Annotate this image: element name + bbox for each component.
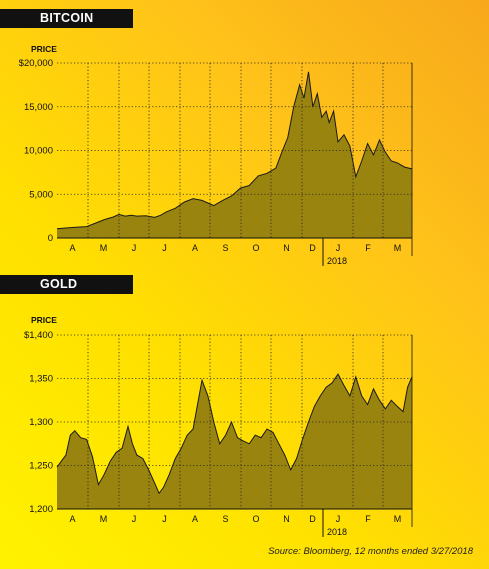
bitcoin-ytick-label: 10,000 (24, 146, 53, 157)
bitcoin-area (57, 71, 412, 238)
gold-month-label: M (394, 514, 402, 524)
gold-month-label: A (69, 514, 75, 524)
gold-ytick-label: 1,350 (29, 374, 53, 385)
bitcoin-ylabel: PRICE (31, 44, 57, 54)
bitcoin-chart: PRICE 0 5,000 10,000 15,000 $20,000 2018 A M J J A S… (19, 44, 413, 266)
bitcoin-series-line (56, 71, 413, 230)
gold-month-label: J (336, 514, 341, 524)
gold-month-label: D (309, 514, 316, 524)
bitcoin-month-label: D (309, 243, 316, 253)
gold-month-label: J (162, 514, 167, 524)
bitcoin-month-label: A (69, 243, 75, 253)
gold-month-label: A (192, 514, 198, 524)
bitcoin-year-label: 2018 (327, 256, 347, 266)
bitcoin-month-label: J (132, 243, 137, 253)
gold-year-label: 2018 (327, 527, 347, 537)
bitcoin-month-label: F (365, 243, 371, 253)
bitcoin-ytick-label: $20,000 (19, 58, 53, 69)
bitcoin-month-label: J (162, 243, 167, 253)
bitcoin-month-label: M (100, 243, 108, 253)
gold-month-label: J (132, 514, 137, 524)
gold-ytick-label: 1,200 (29, 504, 53, 515)
bitcoin-month-label: J (336, 243, 341, 253)
gold-header: GOLD (0, 275, 133, 294)
bitcoin-month-label: A (192, 243, 198, 253)
gold-month-label: O (252, 514, 259, 524)
gold-chart: PRICE 1,200 1,250 1,300 1,350 $1,400 2018 A M J J A… (24, 315, 413, 537)
gold-ylabel: PRICE (31, 315, 57, 325)
bitcoin-month-label: M (394, 243, 402, 253)
gold-ytick-label: $1,400 (24, 330, 53, 341)
gold-month-label: F (365, 514, 371, 524)
bitcoin-month-label: O (252, 243, 259, 253)
bitcoin-ytick-label: 5,000 (29, 189, 53, 200)
bitcoin-ytick-label: 15,000 (24, 102, 53, 113)
bitcoin-month-label: N (283, 243, 290, 253)
gold-month-label: N (283, 514, 290, 524)
gold-area (57, 374, 412, 509)
source-note: Source: Bloomberg, 12 months ended 3/27/… (268, 546, 473, 557)
bitcoin-ytick-label: 0 (48, 233, 53, 244)
gold-ytick-label: 1,250 (29, 461, 53, 472)
gold-month-label: M (100, 514, 108, 524)
gold-ytick-label: 1,300 (29, 417, 53, 428)
gold-month-label: S (222, 514, 228, 524)
bitcoin-header: BITCOIN (0, 9, 133, 28)
bitcoin-month-label: S (222, 243, 228, 253)
